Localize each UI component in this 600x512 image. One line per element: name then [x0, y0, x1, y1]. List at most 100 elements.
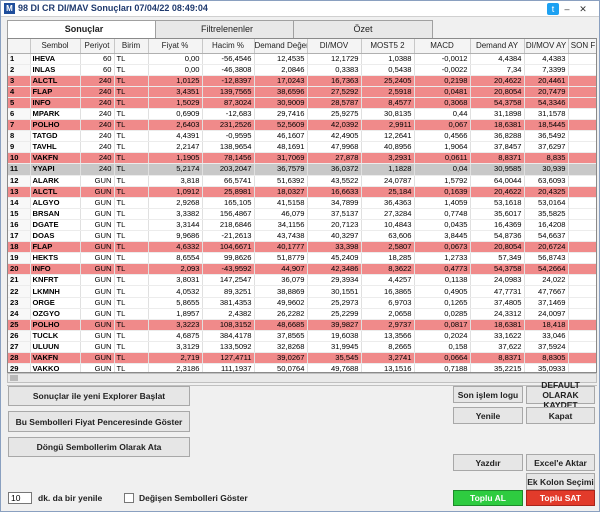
table-row[interactable]: 8 TATGD 240 TL 4,4391 -0,9595 46,1607 42,4905 12…	[8, 130, 596, 143]
explorer-start-button[interactable]: Sonuçlar ile yeni Explorer Başlat	[8, 386, 190, 406]
table-row[interactable]: 12 ALARK GUN TL 3,818 66,5741 51,6392 43,5522 24…	[8, 175, 596, 187]
column-header[interactable]: MACD	[414, 39, 471, 54]
table-row[interactable]: 13 ALCTL GUN TL 1,0912 25,8981 18,0327 16,6633 2…	[8, 186, 596, 198]
column-header[interactable]: SON F	[568, 39, 596, 54]
table-cell: -12,683	[202, 108, 255, 121]
table-row[interactable]: 18 FLAP GUN TL 4,6332 104,6671 40,1777 33,398 2,…	[8, 241, 596, 254]
table-cell: 0,5438	[361, 64, 415, 76]
table-cell: 165,105	[202, 197, 255, 209]
table-row[interactable]: 24 OZGYO GUN TL 1,8957 2,4382 26,2282 25,2299 2,…	[8, 308, 596, 320]
table-cell: 54,3758	[470, 263, 525, 276]
table-row[interactable]: 5 INFO 240 TL 1,5029 87,3024 30,9009 28,5787 8,4…	[8, 97, 596, 109]
table-cell: YYAPI	[30, 163, 81, 176]
tab-filtrelenenler[interactable]: Filtrelenenler	[155, 20, 299, 38]
table-cell: -0,0022	[414, 64, 471, 76]
table-row[interactable]: 28 VAKFN GUN TL 2,719 127,4711 39,0267 35,545 3,…	[8, 352, 596, 365]
table-cell: 1,0125	[148, 75, 203, 87]
table-cell: 8,8371	[470, 152, 525, 165]
table-cell: 12	[8, 175, 31, 187]
column-header[interactable]: Demand AY	[470, 39, 525, 54]
twitter-icon[interactable]: t	[547, 3, 559, 15]
table-row[interactable]: 26 TUCLK GUN TL 4,6875 384,4178 37,8565 19,6038…	[8, 330, 596, 342]
bulk-buy-button[interactable]: Toplu AL	[453, 490, 523, 506]
table-cell: 3,2741	[361, 352, 415, 365]
table-row[interactable]: 29 VAKKO GUN TL 2,3186 111,1937 50,0764 49,7688…	[8, 363, 596, 372]
table-row[interactable]: 17 DOAS GUN TL 9,9686 -21,2613 43,7438 40,3297 6…	[8, 230, 596, 243]
table-row[interactable]: 4 FLAP 240 TL 3,4351 139,7565 38,6596 27,5292 2,…	[8, 86, 596, 98]
table-cell: TL	[114, 175, 149, 187]
bulk-sell-button[interactable]: Toplu SAT	[526, 490, 595, 506]
table-cell: 384,4178	[202, 330, 255, 342]
table-row[interactable]: 10 VAKFN 240 TL 1,1905 78,1456 31,7069 27,878 3,…	[8, 152, 596, 165]
table-cell: 26	[8, 330, 31, 342]
column-header[interactable]: Demand Değer	[254, 39, 308, 54]
table-cell: 4,4383	[524, 53, 569, 65]
horizontal-scrollbar[interactable]	[7, 373, 597, 383]
results-grid[interactable]: Sembol Periyot Birim Fiyat % Hacim % Demand D…	[7, 38, 597, 373]
column-header[interactable]: Hacim %	[202, 39, 255, 54]
table-cell: TL	[114, 186, 149, 198]
changed-symbols-checkbox[interactable]	[124, 493, 134, 503]
table-cell: 46,079	[254, 208, 308, 220]
tab-ozet[interactable]: Özet	[293, 20, 433, 38]
close-button[interactable]: ✕	[579, 4, 587, 14]
table-row[interactable]: 27 ULUUN GUN TL 3,3129 133,5092 32,8268 31,9945…	[8, 341, 596, 354]
table-cell: 54,6637	[524, 230, 569, 243]
table-row[interactable]: 14 ALGYO GUN TL 2,9268 165,105 41,5158 34,7899 3…	[8, 197, 596, 209]
table-row[interactable]: 2 INLAS 60 TL 0,00 -46,3808 2,0846 0,3383 0,5438…	[8, 64, 596, 76]
export-excel-button[interactable]: Excel'e Aktar	[526, 454, 595, 471]
table-row[interactable]: 6 MPARK 240 TL 0,6909 -12,683 29,7416 25,9275 30…	[8, 108, 596, 121]
table-row[interactable]: 11 YYAPI 240 TL 5,2174 203,2047 36,7579 36,0372…	[8, 163, 596, 176]
table-row[interactable]: 3 ALCTL 240 TL 1,0125 -12,8397 17,0243 16,7363 2…	[8, 75, 596, 87]
table-row[interactable]: 20 INFO GUN TL 2,093 -43,9592 44,907 42,3486 8,3…	[8, 263, 596, 276]
refresh-button[interactable]: Yenile	[453, 407, 523, 424]
column-header[interactable]: MOST5 2	[361, 39, 415, 54]
table-row[interactable]: 19 HEKTS GUN TL 8,6554 99,8626 51,8779 45,2409 1…	[8, 252, 596, 265]
extra-columns-button[interactable]: Ek Kolon Seçimi	[526, 473, 595, 490]
print-button[interactable]: Yazdır	[453, 454, 523, 471]
table-row[interactable]: 23 ORGE GUN TL 5,8655 381,4353 49,9602 25,2973 6…	[8, 297, 596, 309]
table-row[interactable]: 15 BRSAN GUN TL 3,3382 156,4867 46,079 37,5137 2…	[8, 208, 596, 220]
table-row[interactable]: 1 IHEVA 60 TL 0,00 -56,4546 12,4535 12,1729 1,03…	[8, 53, 596, 65]
table-cell: 13,1516	[361, 363, 415, 372]
table-cell: 20,8054	[470, 86, 525, 98]
table-cell: 45,2409	[307, 252, 362, 265]
show-in-price-window-button[interactable]: Bu Sembolleri Fiyat Penceresinde Göster	[8, 411, 190, 432]
table-cell: DGATE	[30, 219, 81, 232]
table-row[interactable]: 22 LKMNH GUN TL 4,0532 89,3251 38,8869 30,1551 1…	[8, 285, 596, 298]
save-default-button[interactable]: DEFAULT OLARAK KAYDET	[526, 380, 595, 410]
table-row[interactable]: 7 POLHO 240 TL 2,6403 231,2526 52,5609 42,0392 2…	[8, 119, 596, 132]
table-cell: LKMNH	[30, 285, 81, 298]
column-header[interactable]: DI/MOV	[307, 39, 362, 54]
table-cell: 20,4622	[470, 186, 525, 198]
column-header[interactable]: Birim	[114, 39, 149, 54]
table-cell: 34,1156	[254, 219, 308, 232]
assign-loop-symbols-button[interactable]: Döngü Sembollerim Olarak Ata	[8, 437, 190, 457]
column-header[interactable]	[8, 39, 31, 54]
table-row[interactable]: 25 POLHO GUN TL 3,3223 108,3152 48,6685 39,9827…	[8, 319, 596, 331]
table-cell: TL	[114, 252, 149, 265]
last-trade-log-button[interactable]: Son işlem logu	[453, 386, 523, 403]
table-row[interactable]: 21 KNFRT GUN TL 3,8031 147,2547 36,079 29,3934 4…	[8, 274, 596, 287]
table-cell: 3,818	[148, 175, 203, 187]
table-cell	[568, 53, 596, 65]
column-header[interactable]: Periyot	[80, 39, 115, 54]
table-row[interactable]: 16 DGATE GUN TL 3,3144 218,6846 34,1156 20,7123…	[8, 219, 596, 232]
column-header[interactable]: DI/MOV AY	[524, 39, 569, 54]
table-cell: 50,0764	[254, 363, 308, 372]
table-cell: TL	[114, 319, 149, 331]
tab-sonuclar[interactable]: Sonuçlar	[7, 20, 161, 39]
refresh-interval-input[interactable]: 10	[8, 492, 32, 504]
column-header[interactable]: Sembol	[30, 39, 81, 54]
table-cell: 2,6403	[148, 119, 203, 132]
scrollbar-thumb[interactable]	[10, 375, 18, 381]
table-cell: 25	[8, 319, 31, 331]
column-header[interactable]: Fiyat %	[148, 39, 203, 54]
minimize-button[interactable]: –	[564, 4, 570, 14]
table-cell: 2,719	[148, 352, 203, 365]
close-window-button[interactable]: Kapat	[526, 407, 595, 424]
table-cell: 8	[8, 130, 31, 143]
table-row[interactable]: 9 TAVHL 240 TL 2,2147 138,9654 48,1691 47,9968 4…	[8, 141, 596, 154]
table-cell: IHEVA	[30, 53, 81, 65]
table-cell: 33,398	[307, 241, 362, 254]
